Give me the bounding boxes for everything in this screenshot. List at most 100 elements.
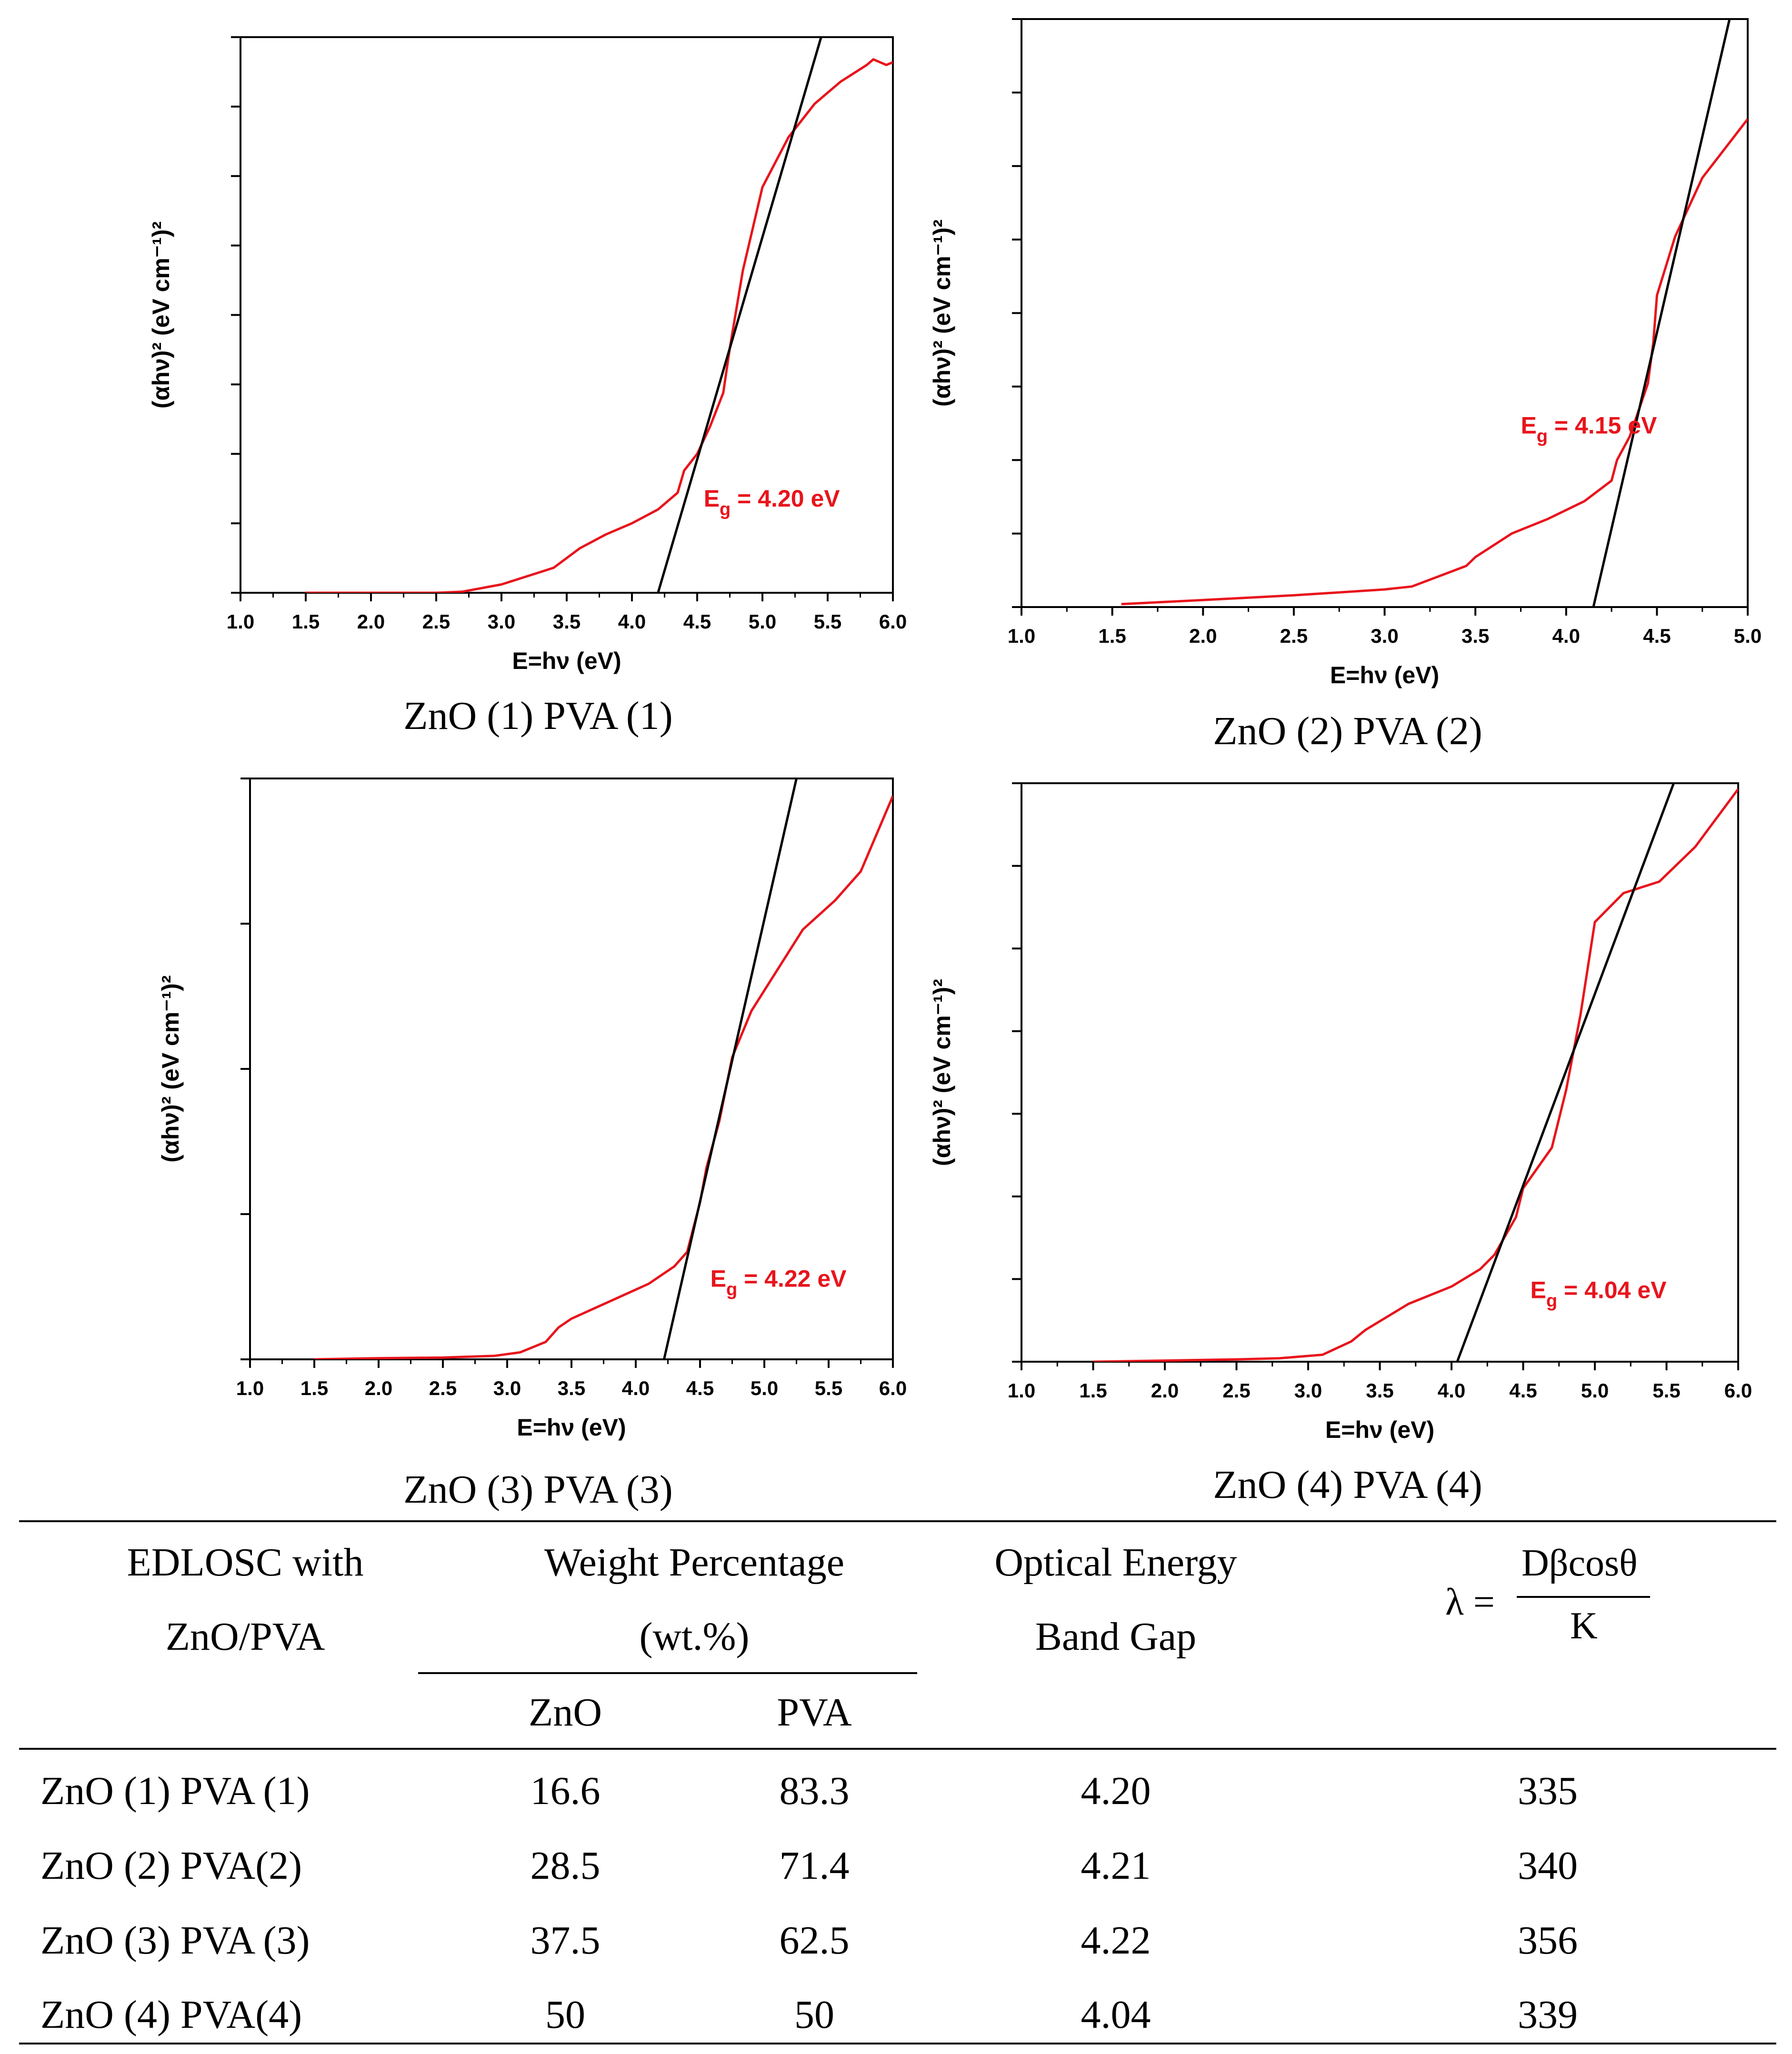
data-curve [306,58,893,593]
x-tick-label: 3.5 [558,1377,585,1399]
row-label: ZnO (2) PVA(2) [40,1844,302,1888]
cell-lambda: 356 [1518,1918,1578,1963]
chart-panel-4: 1.0 1.5 2.0 2.5 3.0 3.5 4.0 4.5 5.0 5.5 6.0 E=hν (e… [929,782,1752,1443]
x-tick-label: 1.5 [300,1377,328,1399]
cell-band-gap: 4.04 [1081,1993,1151,2037]
data-curve [1093,788,1738,1362]
x-tick-label: 4.5 [1509,1379,1537,1402]
cell-zno-wt: 37.5 [530,1918,601,1963]
x-tick-label: 2.0 [365,1377,392,1399]
cell-pva-wt: 71.4 [779,1844,850,1888]
subheader-pva: PVA [777,1690,852,1735]
row-label: ZnO (4) PVA(4) [40,1993,302,2037]
table-sub-rule [418,1672,917,1674]
cell-lambda: 335 [1518,1769,1578,1813]
y-axis-label: (αhν)² (eV cm⁻¹)² [929,219,955,407]
x-tick-label: 4.5 [683,610,711,633]
lambda-denominator: K [1570,1605,1598,1647]
x-tick-label: 5.0 [1581,1379,1609,1402]
x-tick-label: 4.0 [622,1377,650,1399]
subheader-zno: ZnO [529,1690,602,1735]
lambda-numerator: Dβcosθ [1522,1542,1638,1584]
table-mid-rule [19,1748,1776,1750]
x-tick-label: 3.0 [488,610,515,633]
cell-pva-wt: 62.5 [779,1918,850,1963]
x-tick-label: 3.0 [1294,1379,1322,1402]
y-axis-label: (αhν)² (eV cm⁻¹)² [929,979,955,1166]
x-tick-label: 3.0 [493,1377,521,1399]
annotation-subscript: g [1537,427,1548,447]
cell-lambda: 340 [1518,1844,1578,1888]
x-tick-label: 1.5 [292,610,320,633]
tangent-line [1592,19,1731,607]
annotation-symbol: E [1531,1276,1546,1303]
cell-zno-wt: 16.6 [530,1769,601,1813]
annotation-subscript: g [1546,1291,1557,1311]
cell-zno-wt: 50 [545,1993,585,2037]
header-edlosc: EDLOSC with [127,1540,364,1585]
band-gap-annotation: Eg = 4.20 eV [704,485,841,519]
x-tick-label: 4.0 [618,610,646,633]
x-tick-label: 5.5 [814,610,841,633]
annotation-symbol: E [1521,412,1536,439]
annotation-subscript: g [720,499,731,519]
row-label: ZnO (1) PVA (1) [40,1769,310,1813]
caption-panel-1: ZnO (1) PVA (1) [403,694,673,738]
x-tick-label: 1.5 [1098,625,1126,647]
cell-pva-wt: 83.3 [779,1769,850,1813]
caption-panel-3: ZnO (3) PVA (3) [403,1467,673,1512]
annotation-value: = 4.20 eV [731,485,840,512]
annotation-value: = 4.22 eV [737,1266,847,1292]
annotation-symbol: E [704,485,720,512]
annotation-value: = 4.04 eV [1557,1276,1667,1303]
x-tick-label: 5.5 [815,1377,842,1399]
x-tick-label: 1.0 [1008,1379,1035,1402]
chart-panel-1: 1.0 1.5 2.0 2.5 3.0 3.5 4.0 4.5 5.0 5.5 6.0 E=hν (e… [148,36,907,674]
x-tick-label: 1.0 [1008,625,1035,647]
x-tick-label: 3.0 [1371,625,1398,647]
x-tick-label: 5.0 [749,610,776,633]
header-wt-unit: (wt.%) [639,1615,750,1659]
x-tick-label: 6.0 [879,1377,907,1399]
y-axis-label: (αhν)² (eV cm⁻¹)² [148,221,174,409]
tangent-line [662,778,798,1359]
cell-band-gap: 4.20 [1081,1769,1151,1813]
x-tick-label: 1.0 [227,610,254,633]
x-tick-label: 3.5 [553,610,581,633]
data-curve [314,795,893,1359]
band-gap-annotation: Eg = 4.04 eV [1531,1276,1667,1311]
annotation-symbol: E [711,1266,726,1292]
x-tick-label: 5.5 [1652,1379,1680,1402]
data-curve [1121,118,1748,606]
x-axis-label: E=hν (eV) [512,648,621,674]
x-tick-label: 4.5 [1643,625,1671,647]
x-tick-label: 3.5 [1462,625,1489,647]
x-axis-label: E=hν (eV) [517,1414,626,1441]
x-tick-label: 4.0 [1552,625,1580,647]
annotation-subscript: g [726,1280,737,1300]
x-axis-label: E=hν (eV) [1325,1416,1434,1443]
band-gap-annotation: Eg = 4.15 eV [1521,412,1657,447]
x-tick-label: 3.5 [1366,1379,1393,1402]
y-axis-label: (αhν)² (eV cm⁻¹)² [157,975,184,1162]
x-tick-label: 2.5 [1222,1379,1250,1402]
plot-frame [1021,18,1749,608]
tangent-line [657,37,822,593]
tangent-line [1456,783,1675,1362]
table-bottom-rule [19,2043,1776,2044]
x-tick-label: 5.0 [1734,625,1762,647]
x-tick-label: 2.0 [1189,625,1217,647]
header-weight-percentage: Weight Percentage [544,1540,844,1585]
header-band-gap: Band Gap [1035,1615,1197,1659]
annotation-value: = 4.15 eV [1548,412,1657,439]
caption-panel-2: ZnO (2) PVA (2) [1213,709,1482,753]
header-optical-energy: Optical Energy [994,1540,1237,1585]
x-tick-label: 2.0 [1151,1379,1179,1402]
chart-panel-3: 1.0 1.5 2.0 2.5 3.0 3.5 4.0 4.5 5.0 5.5 6.0 E=hν (e… [157,778,907,1441]
header-zno-pva: ZnO/PVA [165,1615,325,1659]
plot-frame [1021,782,1739,1363]
cell-band-gap: 4.21 [1081,1844,1151,1888]
x-tick-label: 6.0 [1724,1379,1752,1402]
cell-pva-wt: 50 [794,1993,834,2037]
